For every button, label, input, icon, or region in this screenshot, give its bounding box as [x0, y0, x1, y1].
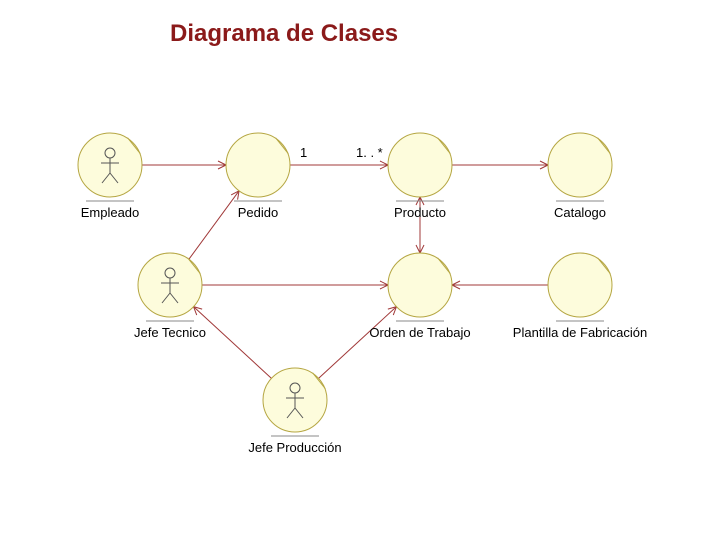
edge-pedido-producto: 1 1. . *: [290, 145, 388, 169]
node-label: Catalogo: [554, 205, 606, 220]
edge-jefetec-orden: [202, 281, 388, 289]
node-jefetec: Jefe Tecnico: [134, 253, 206, 340]
node-label: Jefe Tecnico: [134, 325, 206, 340]
node-label: Pedido: [238, 205, 278, 220]
edge-jefetec-pedido: [189, 191, 239, 259]
node-label: Plantilla de Fabricación: [513, 325, 647, 340]
node-label: Empleado: [81, 205, 140, 220]
diagram-canvas: 1 1. . * Empleado Pedido Producto Catalogo Jef…: [0, 0, 720, 540]
mult-label: 1: [300, 145, 307, 160]
edge-orden-plantilla: [452, 281, 548, 289]
edge-jefeprod-jefetec: [194, 307, 272, 379]
edge-empleado-pedido: [142, 161, 226, 169]
node-catalogo: Catalogo: [548, 133, 612, 220]
node-label: Producto: [394, 205, 446, 220]
edge-producto-catalogo: [452, 161, 548, 169]
node-label: Orden de Trabajo: [369, 325, 470, 340]
node-producto: Producto: [388, 133, 452, 220]
node-plantilla: Plantilla de Fabricación: [513, 253, 647, 340]
mult-label: 1. . *: [356, 145, 383, 160]
edge-jefeprod-orden: [319, 307, 397, 379]
node-orden: Orden de Trabajo: [369, 253, 470, 340]
node-pedido: Pedido: [226, 133, 290, 220]
node-empleado: Empleado: [78, 133, 142, 220]
node-label: Jefe Producción: [248, 440, 341, 455]
node-jefeprod: Jefe Producción: [248, 368, 341, 455]
